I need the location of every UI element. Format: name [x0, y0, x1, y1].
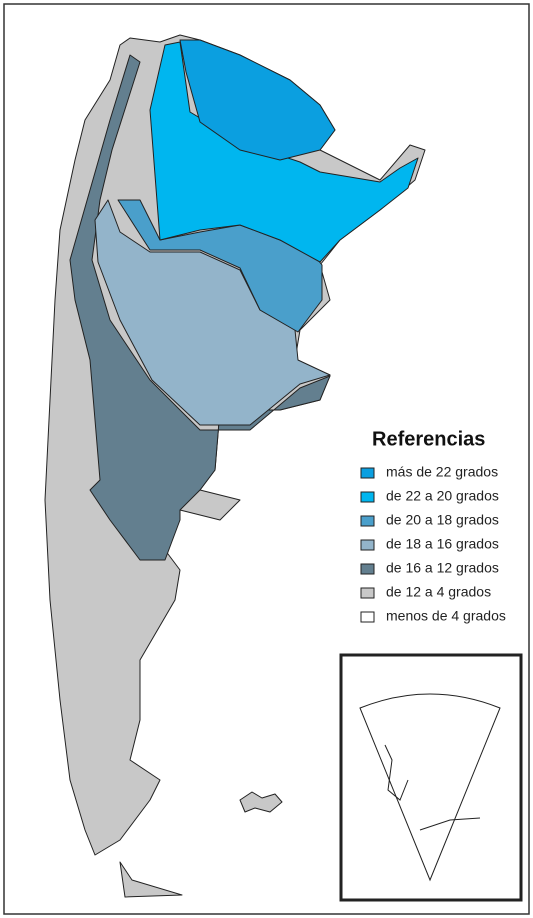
tierra-del-fuego — [119, 861, 183, 898]
zone-16-12 — [69, 54, 331, 561]
zone-22-plus — [179, 39, 336, 161]
legend-label: de 16 a 12 grados — [386, 560, 499, 576]
legend-swatch — [360, 563, 375, 575]
legend-label: de 20 a 18 grados — [386, 512, 499, 528]
zone-20-18 — [117, 199, 323, 333]
legend-title: Referencias — [372, 428, 485, 450]
legend-swatch — [360, 587, 375, 599]
zone-22-20 — [149, 41, 419, 263]
legend: Referencias más de 22 grados de 22 a 20 g… — [360, 428, 506, 624]
legend-swatch — [360, 491, 375, 503]
legend-label: de 22 a 20 grados — [386, 488, 499, 504]
inset-coast — [384, 744, 481, 831]
legend-swatch — [360, 515, 375, 527]
legend-label: de 18 a 16 grados — [386, 536, 499, 552]
legend-swatch — [360, 539, 375, 551]
zone-18-16 — [94, 199, 331, 426]
falklands — [239, 791, 283, 813]
map — [44, 34, 426, 898]
legend-label: más de 22 grados — [386, 464, 498, 480]
inset-sector — [359, 693, 501, 882]
inset — [339, 653, 523, 902]
legend-label: de 12 a 4 grados — [386, 584, 491, 600]
legend-swatch — [360, 467, 375, 479]
legend-swatch — [360, 611, 375, 623]
legend-label: menos de 4 grados — [386, 608, 506, 624]
